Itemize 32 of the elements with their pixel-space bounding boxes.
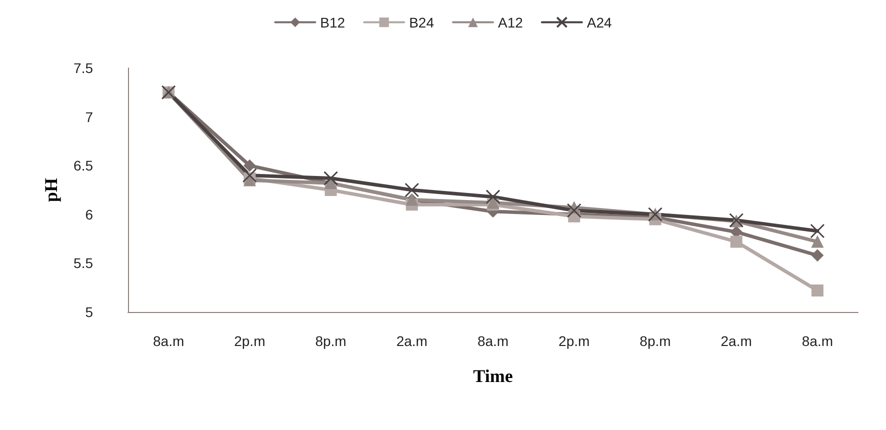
point [244, 160, 256, 172]
x-tick-label: 2p.m [234, 333, 266, 349]
legend-label: A12 [498, 14, 524, 30]
y-tick-label: 7 [85, 108, 94, 125]
point [811, 236, 824, 248]
x-axis-title: Time [473, 366, 513, 386]
x-tick-label: 8p.m [315, 333, 346, 349]
x-tick-label: 2a.m [720, 333, 752, 349]
point [486, 190, 500, 204]
x-tick-label: 2a.m [396, 333, 428, 349]
point [242, 168, 257, 183]
y-tick-label: 6 [85, 206, 94, 222]
y-tick-label: 6.5 [74, 158, 94, 174]
y-tick-label: 5 [85, 304, 94, 320]
point [730, 236, 742, 248]
legend-label: A24 [586, 14, 612, 30]
x-tick-label: 8p.m [640, 333, 671, 349]
y-tick-label: 7.5 [74, 60, 94, 76]
point [811, 284, 824, 297]
point [324, 171, 338, 186]
x-tick-label: 8a.m [152, 333, 184, 349]
point [404, 182, 420, 198]
x-tick-label: 8a.m [477, 333, 509, 349]
x-tick-label: 8a.m [802, 333, 834, 349]
point [566, 203, 582, 218]
y-axis-title: pH [41, 178, 61, 202]
point [810, 224, 825, 238]
point [811, 249, 824, 262]
y-tick-label: 5.5 [74, 255, 94, 272]
legend-label: B24 [409, 14, 434, 30]
x-tick-label: 2p.m [558, 333, 590, 349]
legend-label: B12 [320, 14, 346, 30]
